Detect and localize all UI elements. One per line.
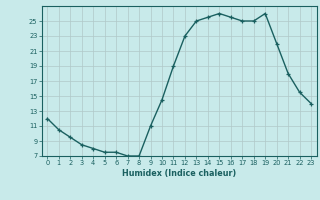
X-axis label: Humidex (Indice chaleur): Humidex (Indice chaleur) (122, 169, 236, 178)
